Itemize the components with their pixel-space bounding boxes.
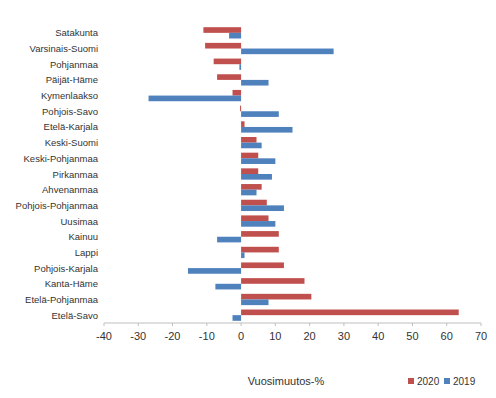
x-tick xyxy=(206,323,207,326)
category-label: Uusimaa xyxy=(61,216,99,227)
bar xyxy=(239,64,241,70)
bar xyxy=(241,184,262,190)
bar xyxy=(241,153,258,159)
bar xyxy=(241,200,267,206)
bar xyxy=(241,252,244,258)
bar xyxy=(241,174,272,180)
chart: -40 -30 -20 -10 0 10 20 30 40 50 60 70 Satakunta Vars… xyxy=(0,0,496,398)
x-tick xyxy=(172,323,173,326)
category-label: Pohjois-Karjala xyxy=(34,263,99,274)
bar xyxy=(241,221,275,227)
bar xyxy=(241,49,334,55)
x-axis-line xyxy=(104,323,481,324)
bar xyxy=(215,284,241,290)
x-tick xyxy=(378,323,379,326)
x-tick xyxy=(412,323,413,326)
bar xyxy=(241,278,304,284)
bar xyxy=(241,111,279,117)
legend-label: 2019 xyxy=(453,376,476,387)
x-tick-label: -20 xyxy=(165,330,181,342)
x-tick xyxy=(138,323,139,326)
x-tick xyxy=(241,323,242,326)
category-label: Pohjois-Savo xyxy=(42,106,98,117)
bar xyxy=(241,247,279,253)
bar xyxy=(241,310,459,316)
category-label: Etelä-Savo xyxy=(52,310,98,321)
x-tick xyxy=(481,323,482,326)
bar xyxy=(241,299,268,305)
category-label: Kainuu xyxy=(68,231,98,242)
category-label: Satakunta xyxy=(55,27,98,38)
category-label: Pirkanmaa xyxy=(53,169,99,180)
category-label: Lappi xyxy=(75,247,98,258)
bar xyxy=(241,190,256,196)
legend-swatch xyxy=(444,378,450,384)
x-tick-label: 40 xyxy=(372,330,384,342)
x-tick xyxy=(446,323,447,326)
bar xyxy=(217,237,241,243)
x-tick xyxy=(343,323,344,326)
bar xyxy=(241,137,256,143)
bar xyxy=(241,294,311,300)
bar xyxy=(241,121,244,127)
legend-swatch xyxy=(408,378,414,384)
bars xyxy=(149,27,459,321)
bar xyxy=(233,315,242,321)
category-label: Etelä-Karjala xyxy=(44,121,99,132)
bar xyxy=(229,33,241,39)
bar xyxy=(203,27,241,33)
x-tick-label: 10 xyxy=(269,330,281,342)
bar xyxy=(241,143,262,149)
x-tick-label: 50 xyxy=(406,330,418,342)
bar xyxy=(188,268,241,274)
category-label: Kanta-Häme xyxy=(45,278,98,289)
bar xyxy=(149,96,242,102)
x-tick-label: 30 xyxy=(338,330,350,342)
x-tick-label: 70 xyxy=(475,330,487,342)
bar xyxy=(241,168,258,174)
bar xyxy=(241,205,284,211)
category-label: Keski-Suomi xyxy=(45,137,98,148)
legend-label: 2020 xyxy=(417,376,440,387)
category-label: Keski-Pohjanmaa xyxy=(24,153,99,164)
x-axis-label: Vuosimuutos-% xyxy=(248,375,325,387)
bar xyxy=(241,80,268,86)
x-tick xyxy=(104,323,105,326)
chart-svg: -40 -30 -20 -10 0 10 20 30 40 50 60 70 Satakunta Vars… xyxy=(0,0,496,398)
bar xyxy=(233,90,242,96)
x-tick xyxy=(309,323,310,326)
category-label: Pohjanmaa xyxy=(50,59,99,70)
category-label: Päijät-Häme xyxy=(46,74,98,85)
category-label: Varsinais-Suomi xyxy=(30,43,98,54)
category-label: Ahvenanmaa xyxy=(42,184,99,195)
bar xyxy=(241,231,279,237)
bar xyxy=(241,215,268,221)
category-label: Pohjois-Pohjanmaa xyxy=(16,200,99,211)
bar xyxy=(241,262,284,268)
bar xyxy=(240,106,241,112)
x-tick-label: 0 xyxy=(238,330,244,342)
category-label: Kymenlaakso xyxy=(41,90,98,101)
x-tick-label: -30 xyxy=(130,330,146,342)
bar xyxy=(241,127,292,133)
bar xyxy=(214,59,241,65)
x-tick-label: -40 xyxy=(96,330,112,342)
bar xyxy=(241,158,275,164)
x-tick-label: -10 xyxy=(199,330,215,342)
category-label: Etelä-Pohjanmaa xyxy=(25,294,99,305)
x-tick xyxy=(275,323,276,326)
x-tick-label: 60 xyxy=(441,330,453,342)
bar xyxy=(217,74,241,80)
bar xyxy=(205,43,241,49)
x-tick-label: 20 xyxy=(304,330,316,342)
